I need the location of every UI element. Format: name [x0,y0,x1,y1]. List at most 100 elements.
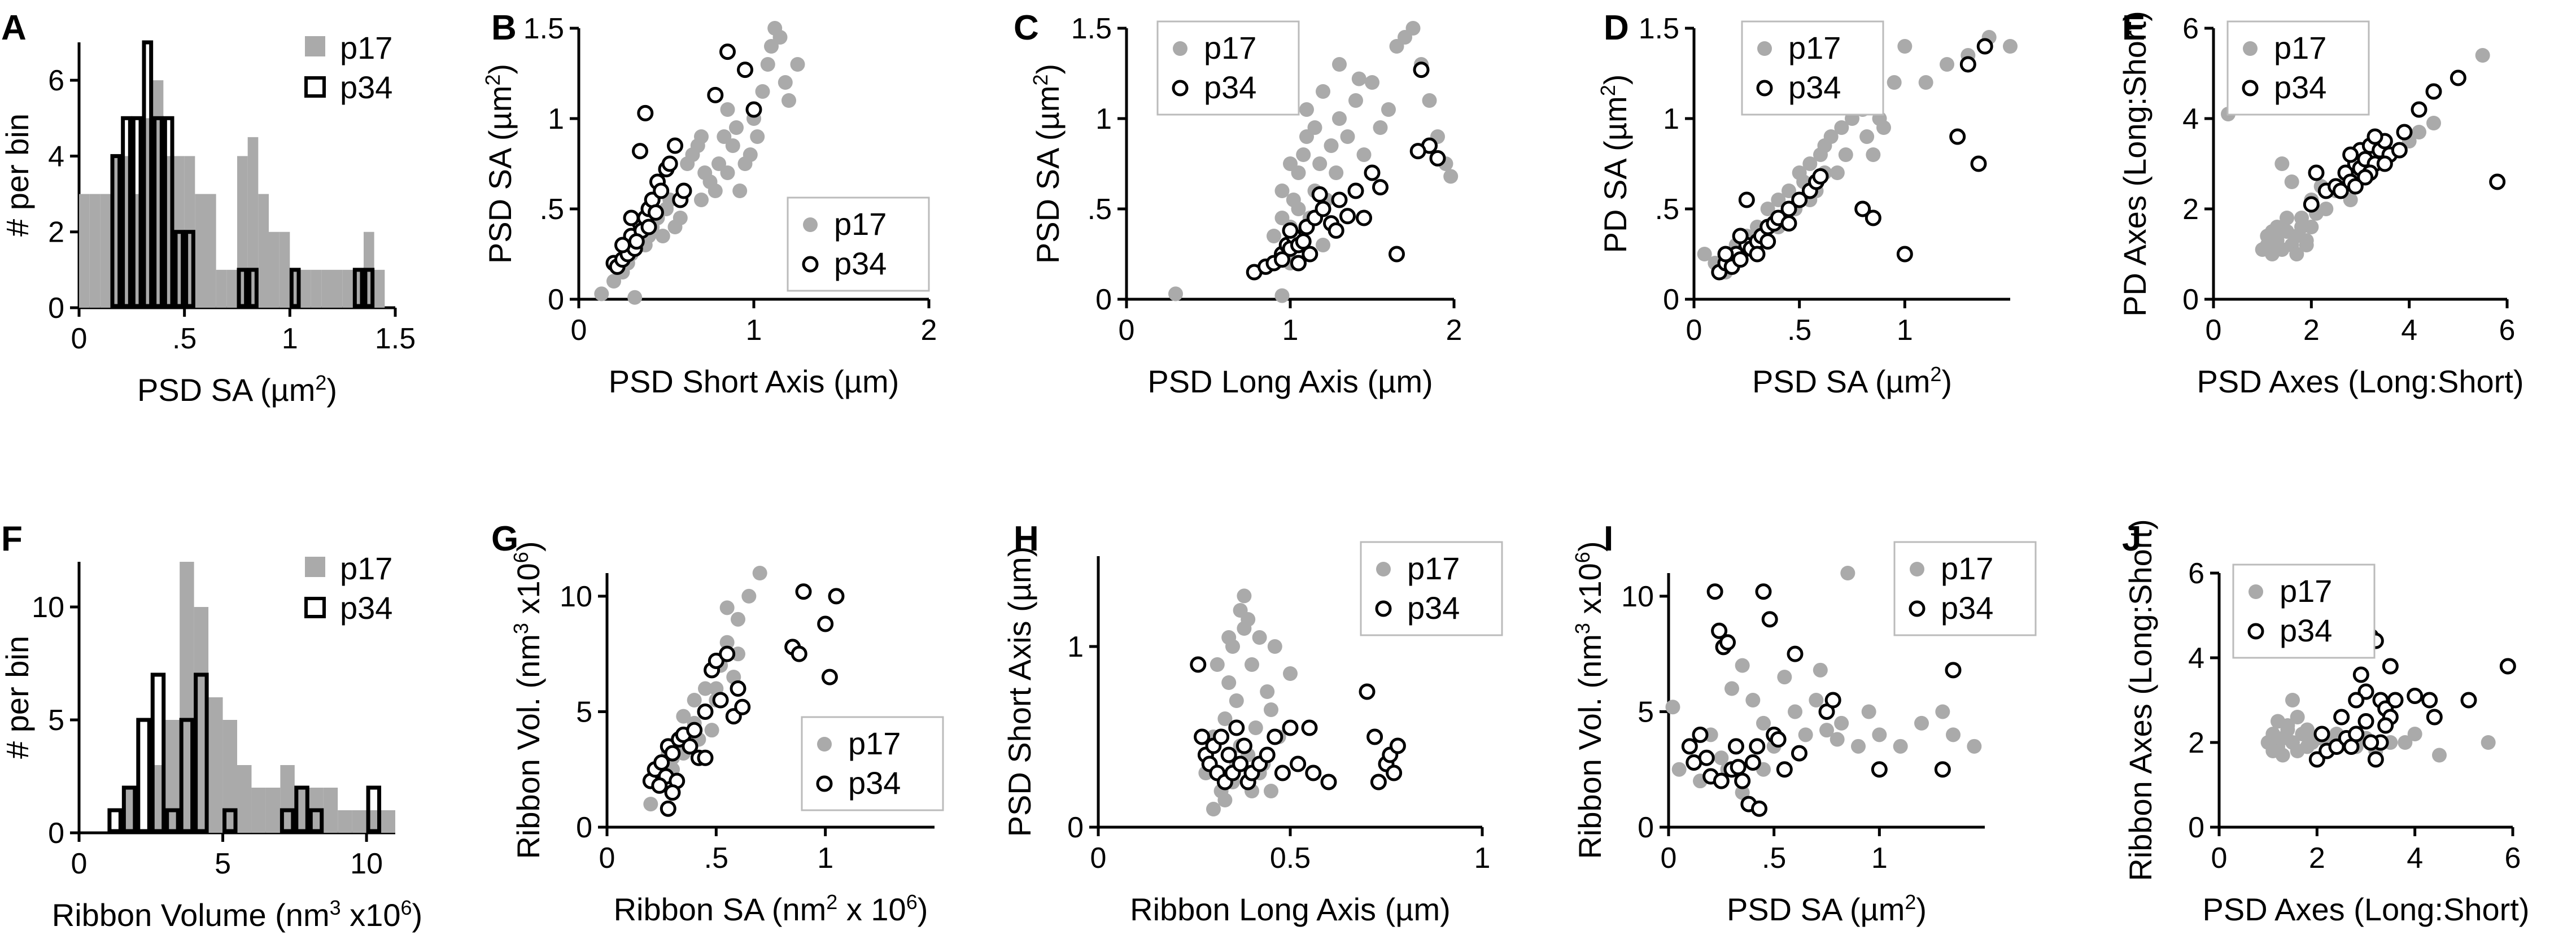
point-p34 [2450,69,2466,86]
x-tick-label: 1.5 [375,322,416,355]
legend-swatch-p34 [304,597,326,618]
label-segment: PSD Short Axis (µm) [609,364,900,399]
panel-label: H [1014,519,1039,558]
point-p17 [1283,666,1298,681]
point-p17 [2319,202,2334,216]
point-p34 [651,777,668,794]
y-tick-label: .5 [540,193,564,226]
point-p17 [1422,93,1437,108]
point-p34 [1389,246,1405,263]
label-superscript: 6 [401,896,412,919]
point-p34 [1949,128,1966,145]
legend-marker-p17 [1173,41,1187,56]
y-axis-label: PSD Short Axis (µm) [1002,547,1037,837]
point-p17 [1935,704,1950,719]
point-p17 [790,57,805,72]
point-p17 [2260,229,2275,243]
point-p17 [720,165,735,180]
point-p17 [1840,566,1855,580]
point-p34 [632,143,648,160]
y-tick-label: 5 [48,704,64,737]
point-p17 [1356,147,1372,162]
point-p34 [614,237,631,254]
point-p34 [1259,746,1276,763]
legend-label-p17: p17 [1407,551,1460,586]
x-tick-label: 0 [599,842,615,875]
label-superscript: 3 [330,896,341,919]
bar-p17 [374,269,385,308]
point-p17 [1329,165,1344,180]
point-p34 [664,745,681,762]
point-p17 [2274,156,2290,171]
point-p34 [2499,658,2516,675]
legend-label-p34: p34 [1204,69,1256,105]
label-segment: Ribbon Volume (nm [52,897,330,933]
bar-p34 [142,40,154,308]
point-p17 [1221,630,1237,645]
point-p17 [698,681,713,696]
y-tick-label: 0 [1663,283,1679,316]
point-p17 [1229,693,1244,708]
label-segment: ) [326,372,337,408]
legend-swatch-p17 [305,36,325,56]
legend-label-p17: p17 [340,551,392,586]
point-p34 [1727,738,1744,755]
point-p34 [1228,719,1245,736]
legend-marker-p17 [2248,584,2263,599]
label-segment: ) [1597,75,1633,85]
y-tick-label: 6 [2188,557,2204,590]
point-p34 [1194,728,1211,745]
point-p17 [1771,193,1786,207]
bar-p34 [222,808,238,833]
point-p17 [717,129,732,144]
point-p34 [653,182,670,199]
point-p34 [1698,749,1715,766]
point-p17 [1267,639,1282,654]
x-tick-label: 1 [1897,314,1913,347]
point-p17 [1914,715,1929,731]
legend-marker-p34 [802,256,819,273]
legend-marker-p17 [1376,562,1391,576]
x-tick-label: 0 [71,847,88,880]
label-segment: x10 [1572,563,1608,623]
legend-frame [787,196,930,292]
point-p34 [2357,169,2374,186]
point-p17 [719,600,735,615]
bar-p17 [100,194,111,308]
point-p17 [1241,612,1256,627]
point-p34 [1780,215,1797,232]
y-tick-label: 0 [576,811,592,844]
legend-label-p34: p34 [1788,69,1841,105]
y-tick-label: 1.5 [1071,12,1112,45]
point-p17 [1714,750,1729,766]
panel-label: E [2122,8,2145,47]
label-superscript: 2 [315,371,326,394]
label-segment: # per bin [0,113,35,237]
point-p17 [1918,75,1933,90]
label-segment: PSD SA (µm [482,86,518,264]
legend-label-p34: p34 [340,590,392,626]
point-p17 [1340,129,1355,144]
point-p17 [719,635,735,650]
point-p17 [676,709,691,724]
point-p34 [1235,737,1252,754]
legend-marker-p17 [1757,41,1772,56]
bar-p17 [89,194,101,308]
label-segment: PSD Short Axis (µm) [1002,547,1037,837]
point-p17 [1788,704,1802,719]
point-p34 [1719,634,1736,651]
point-p17 [687,693,702,707]
point-p34 [1854,200,1871,217]
point-p17 [627,290,643,305]
legend-marker-p34 [1756,80,1773,97]
bar-p17 [342,269,353,308]
y-tick-label: 0 [548,283,564,316]
label-segment: ) [1916,892,1927,927]
panel-label: C [1014,8,1039,47]
legend-marker-p34 [816,775,833,792]
point-p17 [1760,202,1775,216]
point-p34 [1713,772,1730,789]
legend-frame [2232,563,2376,659]
